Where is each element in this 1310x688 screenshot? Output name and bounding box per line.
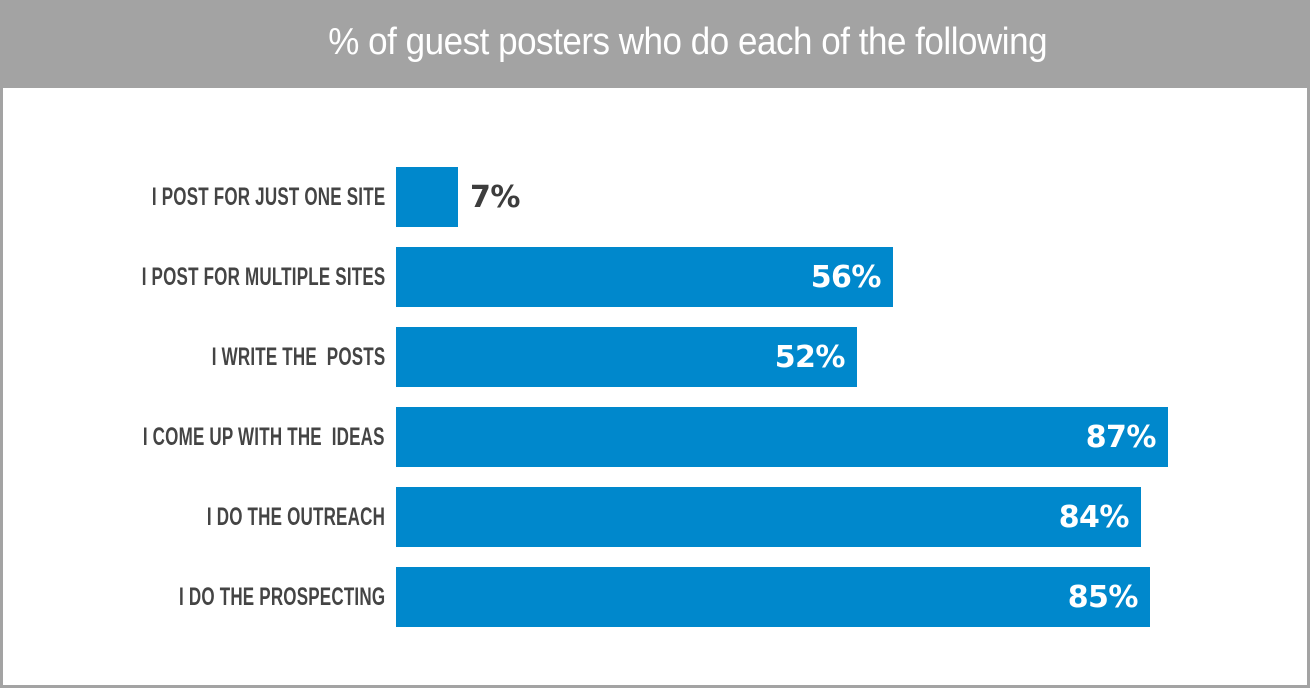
- value-label: 56%: [810, 259, 882, 295]
- value-label: 84%: [1058, 499, 1130, 535]
- bar-row: I DO THE PROSPECTING 85%: [3, 567, 1310, 627]
- bar: [396, 167, 458, 227]
- category-label: I POST FOR MULTIPLE SITES: [141, 262, 385, 291]
- bar: [396, 567, 1150, 627]
- value-label: 87%: [1085, 419, 1157, 455]
- value-label: 85%: [1067, 579, 1139, 615]
- bar-row: I POST FOR MULTIPLE SITES 56%: [3, 247, 1310, 307]
- value-label: 52%: [774, 339, 846, 375]
- bar-row: I WRITE THE POSTS 52%: [3, 327, 1310, 387]
- bar: [396, 247, 893, 307]
- bar: [396, 487, 1141, 547]
- bar-row: I POST FOR JUST ONE SITE 7%: [3, 167, 1310, 227]
- category-label: I COME UP WITH THE IDEAS: [143, 422, 385, 451]
- category-label: I DO THE OUTREACH: [206, 502, 385, 531]
- value-label: 7%: [470, 179, 520, 215]
- chart-title: % of guest posters who do each of the fo…: [328, 20, 1048, 63]
- bar: [396, 327, 857, 387]
- bar-row: I DO THE OUTREACH 84%: [3, 487, 1310, 547]
- category-label: I DO THE PROSPECTING: [178, 582, 385, 611]
- category-label: I WRITE THE POSTS: [211, 342, 385, 371]
- category-label: I POST FOR JUST ONE SITE: [151, 182, 385, 211]
- bar: [396, 407, 1168, 467]
- chart-title-bar: % of guest posters who do each of the fo…: [3, 0, 1310, 88]
- bar-row: I COME UP WITH THE IDEAS 87%: [3, 407, 1310, 467]
